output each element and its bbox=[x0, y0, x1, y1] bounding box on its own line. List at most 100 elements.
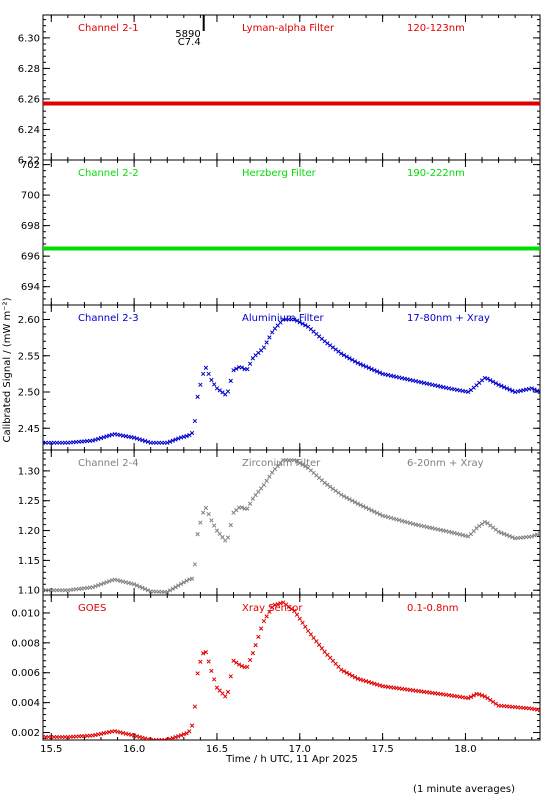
data-point bbox=[352, 675, 358, 680]
data-point bbox=[167, 736, 173, 740]
data-point bbox=[361, 504, 366, 509]
y-tick-label: 694 bbox=[21, 282, 40, 293]
data-point bbox=[203, 505, 209, 511]
data-point bbox=[504, 532, 510, 538]
data-point bbox=[496, 529, 501, 534]
data-point bbox=[209, 518, 214, 523]
data-point bbox=[350, 357, 355, 363]
data-point bbox=[267, 335, 272, 340]
filter-label: Zirconium Filter bbox=[242, 458, 321, 469]
data-point bbox=[493, 381, 498, 386]
filter-label: Aluminium Filter bbox=[242, 313, 325, 324]
y-tick-label: 0.008 bbox=[11, 638, 40, 649]
data-point bbox=[198, 659, 203, 664]
data-point bbox=[490, 699, 496, 705]
channel-label: Channel 2-2 bbox=[78, 168, 139, 179]
data-point bbox=[239, 365, 244, 370]
data-point bbox=[344, 495, 349, 500]
channel-label: Channel 2-4 bbox=[78, 458, 139, 469]
data-point bbox=[350, 498, 355, 503]
x-tick-label: 18.0 bbox=[454, 744, 476, 755]
data-point bbox=[377, 512, 383, 517]
data-point bbox=[292, 457, 297, 463]
data-point bbox=[499, 383, 504, 389]
data-point bbox=[256, 489, 261, 494]
data-point bbox=[479, 693, 485, 698]
data-point bbox=[496, 382, 501, 387]
y-axis-label: Calibrated Signal / (mW m⁻²) bbox=[2, 297, 13, 442]
y-tick-label: 2.45 bbox=[18, 424, 40, 435]
data-point bbox=[214, 386, 220, 391]
data-point bbox=[140, 438, 145, 443]
y-tick-label: 1.10 bbox=[18, 586, 40, 597]
data-point bbox=[339, 492, 344, 497]
x-tick-label: 16.0 bbox=[123, 744, 145, 755]
data-point bbox=[217, 388, 222, 393]
data-point bbox=[165, 589, 170, 595]
y-tick-label: 700 bbox=[21, 191, 40, 202]
data-point bbox=[471, 693, 476, 698]
data-point bbox=[245, 664, 250, 670]
data-point bbox=[372, 368, 377, 373]
data-point bbox=[529, 386, 534, 391]
data-point bbox=[333, 488, 338, 493]
data-point bbox=[184, 731, 189, 736]
data-point bbox=[250, 496, 255, 501]
event-label-bottom: C7.4 bbox=[178, 37, 201, 48]
data-point bbox=[234, 366, 239, 371]
filter-label: Herzberg Filter bbox=[242, 168, 317, 179]
data-point bbox=[372, 509, 377, 514]
data-point bbox=[322, 339, 327, 344]
data-point bbox=[347, 356, 352, 361]
data-point bbox=[239, 505, 244, 510]
channel-label: GOES bbox=[78, 603, 106, 614]
data-point bbox=[352, 500, 358, 505]
panel-1: 6.22 6.24 6.26 6.28 6.30 Channel 2-1 Lyman-alp… bbox=[18, 14, 541, 167]
band-label: 17-80nm + Xray bbox=[407, 313, 490, 324]
data-point bbox=[231, 368, 236, 373]
data-point bbox=[366, 365, 371, 370]
band-label: 0.1-0.8nm bbox=[407, 603, 459, 614]
data-point bbox=[134, 436, 140, 441]
data-point bbox=[178, 733, 184, 738]
data-point bbox=[189, 723, 195, 728]
data-point bbox=[176, 436, 181, 441]
x-tick-label: 17.0 bbox=[289, 744, 311, 755]
channel-label: Channel 2-1 bbox=[78, 23, 139, 34]
data-point bbox=[245, 367, 250, 372]
data-point bbox=[493, 701, 498, 706]
data-point bbox=[466, 389, 471, 395]
panel-frame bbox=[42, 14, 541, 161]
data-point bbox=[220, 390, 225, 395]
data-point bbox=[165, 737, 170, 740]
panel-frame bbox=[42, 449, 541, 596]
y-tick-label: 1.30 bbox=[18, 466, 40, 477]
data-point bbox=[173, 735, 178, 740]
band-label: 6-20nm + Xray bbox=[407, 458, 484, 469]
data-point bbox=[377, 370, 383, 375]
data-point bbox=[270, 330, 275, 335]
y-tick-label: 698 bbox=[21, 221, 40, 232]
data-point bbox=[363, 364, 369, 369]
data-point bbox=[209, 377, 214, 383]
data-point bbox=[347, 497, 352, 502]
data-point bbox=[477, 523, 482, 529]
data-point bbox=[355, 501, 360, 506]
data-point bbox=[131, 582, 137, 587]
data-point bbox=[297, 320, 302, 325]
data-point bbox=[195, 532, 200, 537]
data-point bbox=[200, 510, 206, 515]
y-tick-label: 0.004 bbox=[11, 698, 40, 709]
data-point bbox=[140, 585, 145, 590]
data-point bbox=[137, 584, 142, 589]
data-point bbox=[203, 650, 209, 655]
x-axis-label: Time / h UTC, 11 Apr 2025 bbox=[225, 754, 358, 765]
data-point bbox=[270, 470, 275, 475]
channel-label: Channel 2-3 bbox=[78, 313, 139, 324]
data-point bbox=[504, 386, 510, 391]
data-point bbox=[261, 482, 267, 488]
data-point bbox=[212, 677, 217, 682]
data-point bbox=[217, 531, 222, 537]
data-point bbox=[145, 439, 151, 445]
